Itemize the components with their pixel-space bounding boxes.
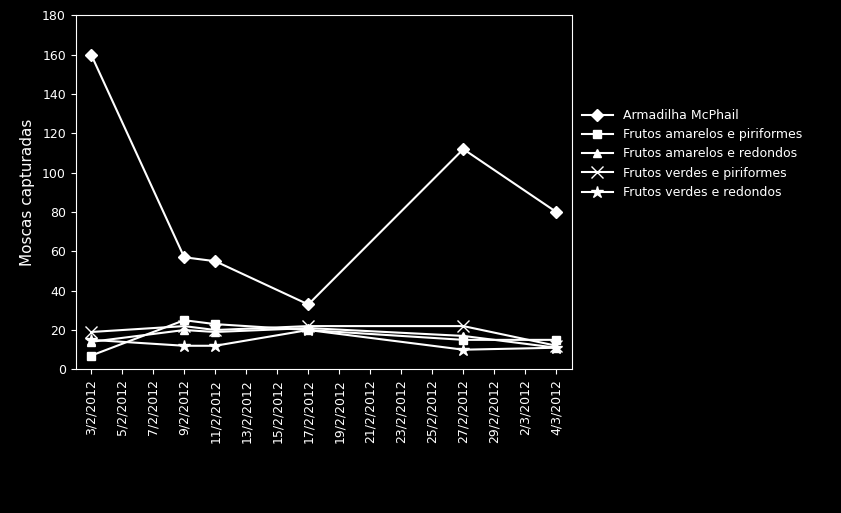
Legend: Armadilha McPhail, Frutos amarelos e piriformes, Frutos amarelos e redondos, Fru: Armadilha McPhail, Frutos amarelos e pir… — [577, 104, 807, 204]
Frutos verdes e piriformes — [210, 327, 220, 333]
Frutos verdes e redondos — [179, 343, 189, 349]
Frutos amarelos e redondos — [86, 339, 96, 345]
Armadilha McPhail — [210, 258, 220, 264]
Y-axis label: Moscas capturadas: Moscas capturadas — [20, 119, 35, 266]
Frutos amarelos e redondos — [458, 333, 468, 339]
Frutos verdes e redondos — [86, 337, 96, 343]
Line: Frutos verdes e piriformes: Frutos verdes e piriformes — [86, 321, 562, 351]
Frutos amarelos e redondos — [304, 325, 314, 331]
Frutos verdes e piriformes — [179, 323, 189, 329]
Armadilha McPhail — [552, 209, 562, 215]
Line: Frutos amarelos e piriformes: Frutos amarelos e piriformes — [87, 316, 561, 360]
Frutos verdes e redondos — [552, 345, 562, 351]
Frutos amarelos e piriformes — [458, 337, 468, 343]
Frutos amarelos e redondos — [179, 327, 189, 333]
Frutos amarelos e redondos — [552, 345, 562, 351]
Frutos amarelos e piriformes — [210, 321, 220, 327]
Frutos verdes e piriformes — [458, 323, 468, 329]
Frutos verdes e redondos — [304, 327, 314, 333]
Armadilha McPhail — [86, 52, 96, 58]
Frutos amarelos e piriformes — [552, 337, 562, 343]
Line: Armadilha McPhail: Armadilha McPhail — [87, 51, 561, 309]
Armadilha McPhail — [179, 254, 189, 261]
Frutos verdes e piriformes — [552, 343, 562, 349]
Armadilha McPhail — [304, 301, 314, 307]
Line: Frutos verdes e redondos: Frutos verdes e redondos — [85, 324, 563, 356]
Armadilha McPhail — [458, 146, 468, 152]
Line: Frutos amarelos e redondos: Frutos amarelos e redondos — [87, 324, 561, 352]
Frutos verdes e piriformes — [304, 323, 314, 329]
Frutos amarelos e piriformes — [304, 327, 314, 333]
Frutos amarelos e piriformes — [86, 352, 96, 359]
Frutos amarelos e piriformes — [179, 317, 189, 323]
Frutos verdes e piriformes — [86, 329, 96, 335]
Frutos verdes e redondos — [210, 343, 220, 349]
Frutos verdes e redondos — [458, 347, 468, 353]
Frutos amarelos e redondos — [210, 329, 220, 335]
